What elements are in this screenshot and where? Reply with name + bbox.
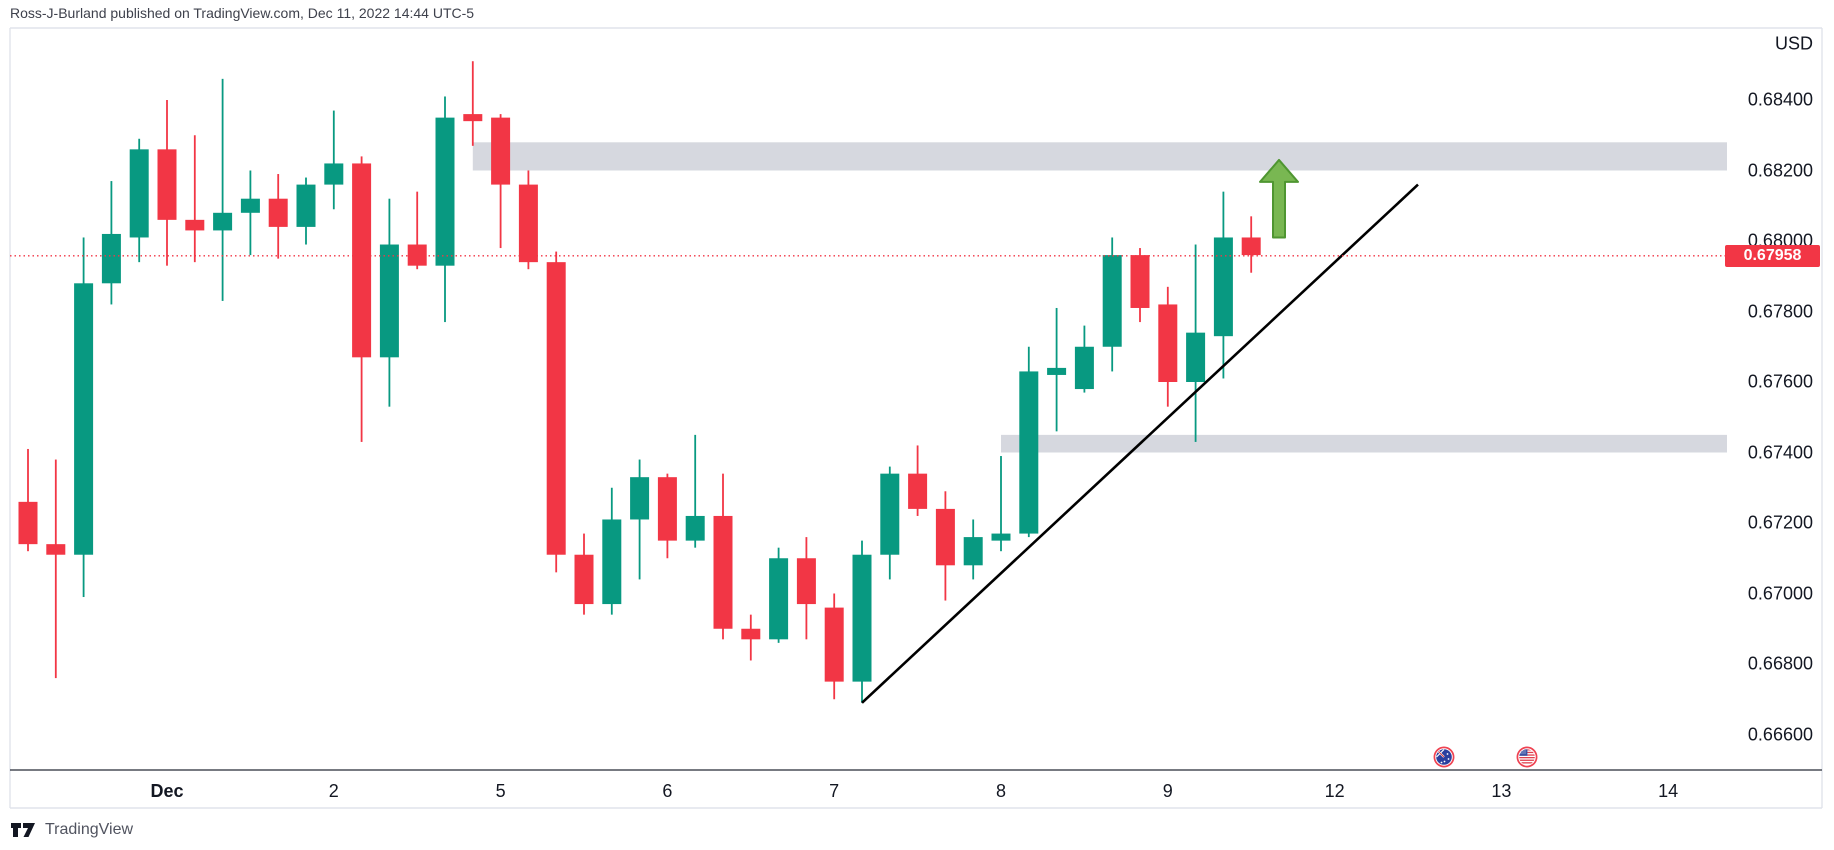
attribution-text: Ross-J-Burland published on TradingView.… — [10, 5, 475, 21]
date-tick-label: 2 — [328, 781, 339, 801]
candle — [769, 547, 789, 643]
candle — [880, 466, 900, 580]
candle — [852, 540, 872, 703]
candle — [574, 533, 594, 615]
date-tick-label: Dec — [150, 781, 184, 801]
candle — [602, 487, 622, 615]
candle — [1074, 325, 1094, 393]
candle — [1158, 286, 1178, 407]
candle — [824, 593, 844, 700]
candle — [352, 156, 372, 442]
candle — [46, 459, 66, 679]
date-tick-label: 5 — [495, 781, 506, 801]
candle — [101, 181, 121, 305]
candle — [407, 191, 427, 270]
candle — [157, 100, 177, 266]
demand-zone — [1001, 434, 1727, 453]
australia-flag-icon[interactable] — [1433, 746, 1455, 768]
candle — [1047, 307, 1067, 432]
candlestick-series — [18, 61, 1261, 703]
date-tick-label: 14 — [1658, 781, 1679, 801]
candle — [741, 614, 761, 661]
candle — [379, 198, 399, 407]
tradingview-logo-icon[interactable] — [10, 820, 37, 840]
candle — [324, 110, 344, 210]
candle — [796, 537, 816, 640]
date-tick-label: 12 — [1324, 781, 1345, 801]
candle — [991, 456, 1011, 552]
candle — [935, 491, 955, 601]
candle — [18, 448, 38, 552]
footer: TradingView — [10, 818, 133, 842]
supply-zone — [472, 142, 1727, 171]
price-tick-label: 0.68200 — [1747, 160, 1813, 180]
candle — [240, 170, 260, 256]
date-tick-label: 9 — [1162, 781, 1173, 801]
candle — [1019, 346, 1039, 538]
candle — [546, 251, 566, 573]
date-tick-label: 7 — [829, 781, 840, 801]
candle — [963, 519, 983, 580]
currency-label: USD — [1774, 33, 1813, 54]
up-arrow-icon — [1259, 158, 1299, 239]
usa-flag-icon[interactable] — [1516, 746, 1538, 768]
candle — [491, 114, 511, 249]
candle — [713, 473, 733, 640]
candle — [296, 177, 316, 245]
chart-frame — [9, 27, 1823, 809]
price-tick-label: 0.67600 — [1747, 371, 1813, 392]
price-tick-label: 0.67000 — [1747, 583, 1813, 603]
candle — [1241, 216, 1261, 273]
candle — [630, 459, 650, 580]
date-tick-label: 13 — [1491, 781, 1512, 801]
price-tick-label: 0.68400 — [1747, 89, 1813, 110]
candle — [518, 170, 538, 270]
candle — [908, 445, 928, 516]
price-tick-label: 0.67800 — [1747, 301, 1813, 321]
trend-line[interactable] — [861, 183, 1419, 704]
last-price-badge: 0.67958 — [1725, 244, 1820, 267]
candle — [657, 473, 677, 559]
candle — [268, 174, 288, 259]
candle — [463, 61, 483, 146]
candle — [185, 135, 205, 263]
candle — [435, 96, 455, 323]
tradingview-brand-text[interactable]: TradingView — [45, 821, 134, 838]
price-tick-label: 0.67400 — [1747, 442, 1813, 462]
candle — [1130, 248, 1150, 323]
candle — [213, 78, 233, 301]
price-tick-label: 0.66800 — [1747, 653, 1813, 674]
price-tick-label: 0.66600 — [1747, 724, 1813, 744]
price-tick-label: 0.67200 — [1747, 512, 1813, 533]
candle — [685, 434, 705, 548]
candle — [1213, 191, 1233, 379]
candle — [129, 138, 149, 263]
date-tick-label: 8 — [995, 781, 1007, 801]
candle — [74, 237, 94, 598]
date-tick-label: 6 — [662, 781, 673, 801]
candle — [1102, 237, 1122, 372]
candle — [1186, 244, 1206, 442]
